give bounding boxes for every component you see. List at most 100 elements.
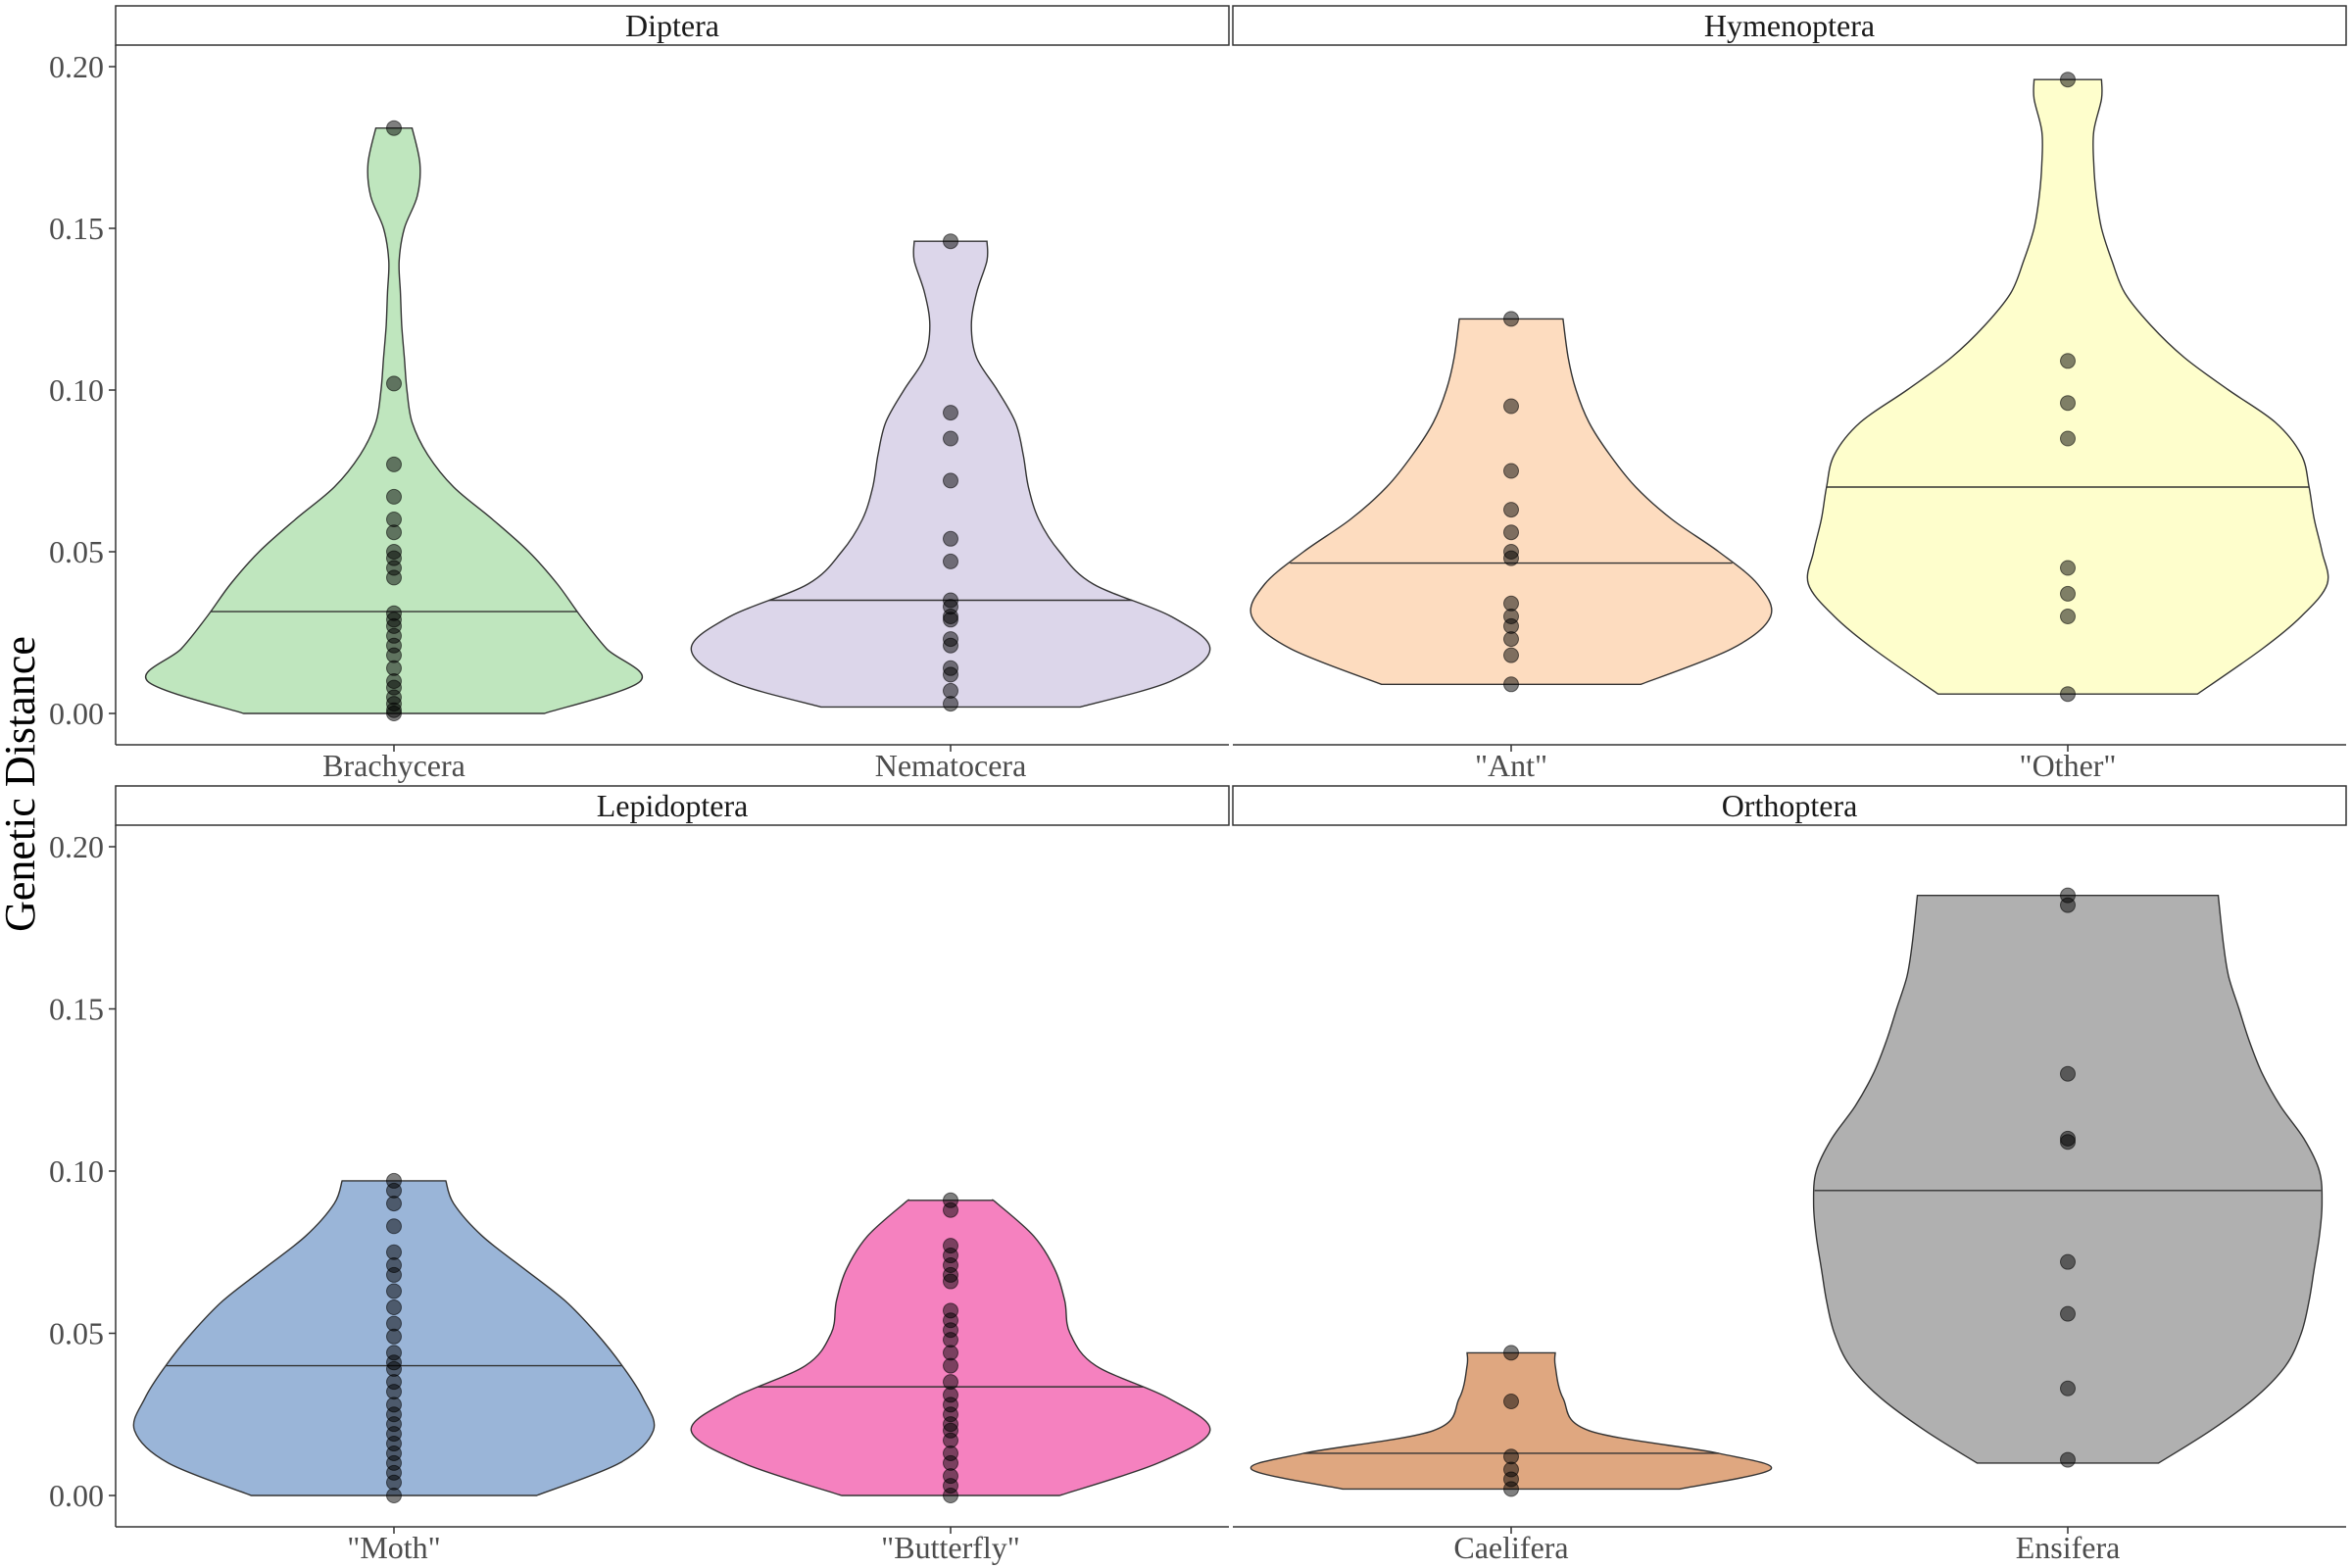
y-tick-label: 0.20 xyxy=(49,49,104,84)
facet-title: Orthoptera xyxy=(1722,788,1858,823)
violin-shape xyxy=(144,127,644,714)
x-tick-label: Ensifera xyxy=(2016,1530,2121,1565)
y-tick-label: 0.00 xyxy=(49,1478,104,1513)
violin-shape xyxy=(1806,78,2329,695)
violin-group: Caelifera xyxy=(1250,1345,1773,1565)
data-point xyxy=(943,1201,958,1218)
data-point xyxy=(2060,1134,2076,1151)
data-point xyxy=(1503,1394,1519,1410)
data-point xyxy=(1503,398,1519,415)
data-point xyxy=(943,530,958,547)
facet-strip xyxy=(1232,5,2347,46)
data-point xyxy=(943,233,958,250)
data-point xyxy=(943,472,958,489)
data-point xyxy=(943,1488,958,1503)
data-point xyxy=(1503,524,1519,541)
data-point xyxy=(386,375,402,392)
data-point xyxy=(1503,502,1519,518)
data-point xyxy=(2060,686,2076,703)
y-tick-label: 0.10 xyxy=(49,372,104,408)
data-point xyxy=(1503,1345,1519,1361)
violin-group: "Butterfly" xyxy=(690,1192,1211,1565)
data-point xyxy=(386,569,402,586)
data-point xyxy=(2060,897,2076,913)
data-point xyxy=(1503,676,1519,693)
data-point xyxy=(386,1328,402,1345)
data-point xyxy=(1503,550,1519,566)
y-axis-label: Genetic Distance xyxy=(0,636,44,932)
data-point xyxy=(2060,72,2076,88)
data-point xyxy=(386,1218,402,1235)
y-tick-label: 0.05 xyxy=(49,1316,104,1351)
x-tick-label: "Ant" xyxy=(1475,748,1547,783)
data-point xyxy=(2060,1065,2076,1082)
data-point xyxy=(2060,1380,2076,1396)
data-point xyxy=(1503,463,1519,479)
data-point xyxy=(2060,1451,2076,1468)
violin-shape xyxy=(1250,1351,1773,1491)
data-point xyxy=(386,1488,402,1503)
violin-group: "Ant" xyxy=(1250,311,1773,783)
y-tick-label: 0.15 xyxy=(49,211,104,246)
facet-title: Hymenoptera xyxy=(1704,8,1875,43)
data-point xyxy=(2060,609,2076,624)
data-point xyxy=(943,430,958,447)
x-tick-label: "Moth" xyxy=(347,1530,440,1565)
x-tick-label: Caelifera xyxy=(1453,1530,1568,1565)
violin-group: Ensifera xyxy=(1812,887,2324,1565)
facet-panel: Orthoptera Caelifera Ensifera xyxy=(1232,785,2347,1565)
data-point xyxy=(386,1266,402,1283)
violin-group: Nematocera xyxy=(690,233,1211,783)
data-point xyxy=(943,637,958,654)
data-point xyxy=(386,1283,402,1299)
data-point xyxy=(2060,560,2076,576)
facet-strip xyxy=(1232,785,2347,826)
data-point xyxy=(386,120,402,136)
facet-title: Diptera xyxy=(625,8,719,43)
facet-strip xyxy=(115,785,1230,826)
y-tick-label: 0.15 xyxy=(49,992,104,1027)
data-point xyxy=(1503,631,1519,648)
data-point xyxy=(943,405,958,421)
data-point xyxy=(386,524,402,541)
data-point xyxy=(2060,585,2076,602)
data-point xyxy=(2060,1305,2076,1322)
x-tick-label: "Butterfly" xyxy=(881,1530,1020,1565)
y-tick-label: 0.05 xyxy=(49,534,104,569)
data-point xyxy=(943,1357,958,1374)
data-point xyxy=(386,1299,402,1316)
data-point xyxy=(386,488,402,505)
data-point xyxy=(1503,1481,1519,1497)
data-point xyxy=(1503,647,1519,663)
y-tick-label: 0.10 xyxy=(49,1153,104,1189)
violin-group: "Moth" xyxy=(132,1172,656,1565)
violin-group: Brachycera xyxy=(144,120,644,783)
facet-title: Lepidoptera xyxy=(597,788,749,823)
data-point xyxy=(943,612,958,628)
data-point xyxy=(386,1196,402,1212)
x-tick-label: "Other" xyxy=(2020,748,2117,783)
violin-shape xyxy=(1250,318,1773,685)
x-tick-label: Brachycera xyxy=(322,748,466,783)
data-point xyxy=(1503,311,1519,327)
y-tick-label: 0.20 xyxy=(49,829,104,864)
facet-panel: Hymenoptera "Ant" "Other" xyxy=(1232,5,2347,783)
data-point xyxy=(2060,430,2076,447)
x-tick-label: Nematocera xyxy=(875,748,1027,783)
data-point xyxy=(386,456,402,472)
data-point xyxy=(2060,395,2076,412)
data-point xyxy=(943,666,958,683)
y-tick-label: 0.00 xyxy=(49,696,104,731)
data-point xyxy=(386,706,402,721)
facet-strip xyxy=(115,5,1230,46)
facet-panel: Lepidoptera 0.00 0.05 0.10 0.15 0.20 "Moth" "Bu… xyxy=(49,785,1230,1565)
data-point xyxy=(2060,353,2076,369)
violin-group: "Other" xyxy=(1806,72,2329,783)
data-point xyxy=(943,553,958,569)
data-point xyxy=(943,1273,958,1290)
data-point xyxy=(943,696,958,712)
data-point xyxy=(2060,1253,2076,1270)
violin-shape xyxy=(1812,895,2324,1464)
facet-panel: Diptera 0.00 0.05 0.10 0.15 0.20 Brachycera Nem… xyxy=(49,5,1230,783)
